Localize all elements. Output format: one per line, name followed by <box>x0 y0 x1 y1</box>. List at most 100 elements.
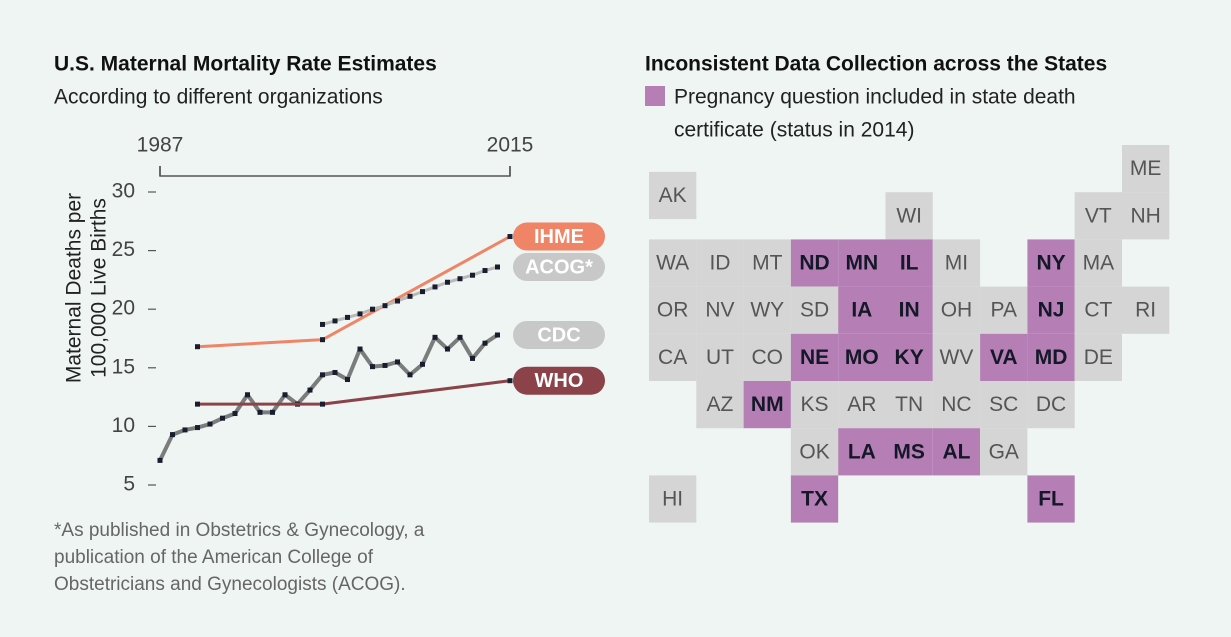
series-label-pill <box>513 253 605 282</box>
series-label: CDC <box>537 324 580 346</box>
state-code: MI <box>945 252 968 275</box>
point <box>320 401 325 407</box>
state-tile <box>885 286 933 334</box>
state-code: NH <box>1130 204 1160 227</box>
state-tile <box>743 381 791 429</box>
state-tile <box>649 475 697 523</box>
state-tile <box>1122 145 1170 193</box>
state-tile <box>790 428 839 476</box>
state-code: IA <box>851 299 872 322</box>
legend-swatch <box>645 86 665 106</box>
state-code: MA <box>1083 252 1115 275</box>
state-code: TX <box>801 488 828 511</box>
state-tile <box>838 239 886 287</box>
point <box>345 314 350 320</box>
point <box>482 340 488 346</box>
state-tile <box>838 333 886 381</box>
series-label-pill <box>513 366 605 395</box>
state-code: MD <box>1035 346 1068 369</box>
footnote: Obstetricians and Gynecologists (ACOG). <box>54 574 406 595</box>
point <box>432 334 438 340</box>
footnote: *As published in Obstetrics & Gynecology… <box>54 520 425 541</box>
state-code: ID <box>709 252 730 275</box>
state-tile <box>1027 475 1075 523</box>
state-code: CA <box>658 346 687 369</box>
point <box>357 311 363 317</box>
y-tick-label: 25 <box>112 238 135 261</box>
chart-title: U.S. Maternal Mortality Rate Estimates <box>54 53 437 76</box>
series-line <box>158 333 499 462</box>
state-tile <box>980 286 1028 334</box>
point <box>445 279 450 285</box>
point <box>220 415 225 421</box>
point <box>357 346 363 352</box>
state-code: NV <box>705 299 734 322</box>
state-tile <box>790 286 839 334</box>
state-code: OH <box>941 299 973 322</box>
state-code: KY <box>895 346 924 369</box>
state-code: MS <box>893 440 925 463</box>
state-tile <box>649 286 697 334</box>
state-tile <box>932 286 981 334</box>
state-code: AK <box>659 184 687 207</box>
state-tile <box>838 286 886 334</box>
point <box>407 293 413 299</box>
point <box>332 369 338 375</box>
state-code: IL <box>900 252 919 275</box>
state-code: MO <box>845 346 879 369</box>
state-tile <box>1122 192 1170 240</box>
point <box>282 392 288 398</box>
point <box>395 298 400 304</box>
state-code: DE <box>1084 346 1113 369</box>
point <box>170 432 175 438</box>
state-code: GA <box>989 440 1019 463</box>
series-label: ACOG* <box>525 256 593 278</box>
state-tile <box>743 333 791 381</box>
state-code: CO <box>752 346 784 369</box>
state-code: VT <box>1085 204 1112 227</box>
point <box>470 272 475 278</box>
state-code: ND <box>799 252 829 275</box>
point <box>207 421 213 427</box>
state-tile <box>1027 239 1075 287</box>
state-tile <box>696 333 744 381</box>
point <box>332 318 338 324</box>
point <box>445 346 450 352</box>
state-tile <box>1074 239 1122 287</box>
state-tile <box>980 428 1028 476</box>
state-tile <box>885 381 933 429</box>
x-tick-label: 2015 <box>487 134 534 157</box>
state-tile <box>649 333 697 381</box>
state-code: WV <box>940 346 974 369</box>
y-tick-label: 15 <box>112 355 135 378</box>
point <box>432 284 438 290</box>
y-axis-label: Maternal Deaths per 100,000 Live Births <box>63 193 111 383</box>
point <box>507 234 513 240</box>
state-code: DC <box>1036 393 1066 416</box>
state-tile <box>932 333 981 381</box>
series-label-pill <box>513 320 605 349</box>
state-tile <box>743 286 791 334</box>
y-axis-label-line: Maternal Deaths per <box>63 193 86 383</box>
state-code: CT <box>1084 299 1112 322</box>
point <box>420 289 425 295</box>
point <box>195 344 200 350</box>
state-code: VA <box>990 346 1018 369</box>
point <box>320 321 325 327</box>
point <box>320 372 325 378</box>
state-code: NE <box>800 346 829 369</box>
point <box>495 332 500 338</box>
state-code: WA <box>656 252 689 275</box>
point <box>307 387 313 393</box>
state-tile <box>932 239 981 287</box>
state-code: AZ <box>707 393 734 416</box>
state-tile <box>1122 286 1170 334</box>
point <box>457 276 463 282</box>
state-tile <box>1074 333 1122 381</box>
state-code: AR <box>847 393 876 416</box>
state-code: KS <box>801 393 829 416</box>
point <box>157 457 163 463</box>
point <box>345 377 350 383</box>
state-code: LA <box>848 440 876 463</box>
point <box>182 427 188 433</box>
